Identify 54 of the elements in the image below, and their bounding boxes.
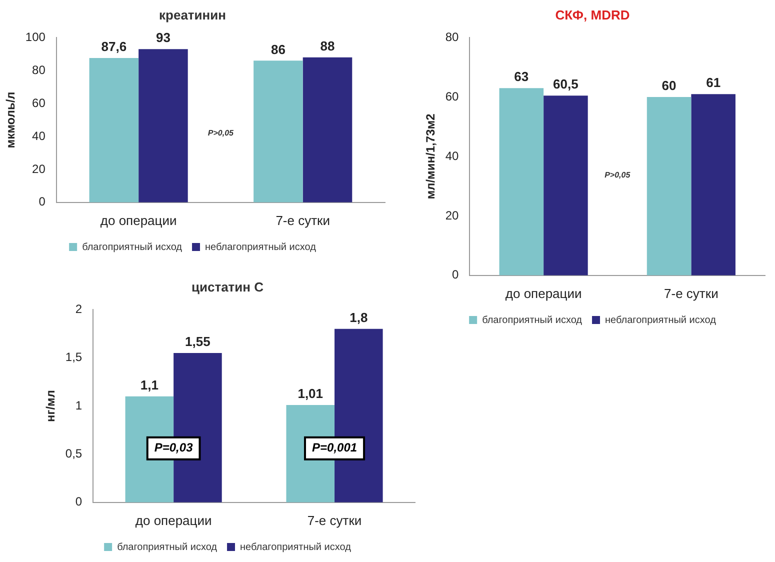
data-label: 1,01 (298, 386, 324, 402)
data-label: 93 (156, 30, 170, 46)
y-axis-title: нг/мл (44, 390, 58, 422)
legend-label: неблагоприятный исход (605, 314, 716, 326)
data-label: 1,8 (350, 310, 368, 325)
y-tick-label: 80 (445, 30, 460, 44)
legend-label: неблагоприятный исход (240, 542, 352, 553)
y-tick-label: 100 (25, 30, 46, 44)
data-label: 1,1 (140, 377, 158, 392)
x-tick-label: 7-е сутки (664, 286, 718, 301)
y-axis-title: мкмоль/л (4, 92, 18, 148)
y-tick-label: 0 (38, 194, 46, 209)
x-tick-label: 7-е сутки (276, 212, 330, 228)
data-label: 63 (514, 69, 529, 84)
legend-label: неблагоприятный исход (205, 242, 316, 253)
data-label: 88 (320, 38, 335, 54)
bar (302, 57, 352, 202)
y-tick-label: 1,5 (65, 350, 82, 364)
data-label: 87,6 (101, 39, 127, 54)
annotation: P=0,03 (154, 440, 194, 455)
y-tick-label: 0 (452, 268, 460, 282)
y-tick-label: 2 (75, 302, 82, 316)
bar (254, 60, 303, 202)
annotation: P>0,05 (208, 128, 234, 138)
data-label: 61 (706, 75, 721, 90)
x-tick-label: до операции (135, 512, 212, 528)
x-tick-label: 7-е сутки (307, 512, 362, 528)
bar (89, 58, 139, 202)
bar (138, 49, 188, 202)
x-tick-label: до операции (100, 212, 177, 228)
chart-title: СКФ, MDRD (555, 7, 630, 22)
data-label: 60 (662, 78, 676, 94)
chart-title: креатинин (159, 7, 226, 22)
y-axis-title: мл/мин/1,73м2 (424, 113, 438, 200)
y-tick-label: 60 (445, 89, 460, 104)
x-tick-label: до операции (505, 286, 582, 301)
y-tick-label: 80 (32, 62, 46, 77)
y-tick-label: 0 (75, 494, 82, 509)
legend-label: благоприятный исход (117, 542, 218, 553)
y-tick-label: 0,5 (65, 446, 82, 461)
y-tick-label: 20 (32, 162, 46, 176)
legend-label: благоприятный исход (482, 314, 582, 326)
y-tick-label: 1 (75, 398, 82, 412)
data-label: 86 (270, 42, 286, 57)
legend-label: благоприятный исход (82, 242, 182, 253)
y-tick-label: 40 (32, 128, 46, 143)
annotation: P=0,001 (312, 440, 358, 455)
y-tick-label: 40 (445, 148, 460, 163)
data-label: 1,55 (185, 334, 210, 350)
annotation: P>0,05 (604, 170, 631, 180)
y-tick-label: 20 (445, 208, 460, 222)
data-label: 60,5 (553, 76, 578, 92)
chart-title: цистатин С (191, 279, 264, 294)
y-tick-label: 60 (32, 96, 46, 110)
